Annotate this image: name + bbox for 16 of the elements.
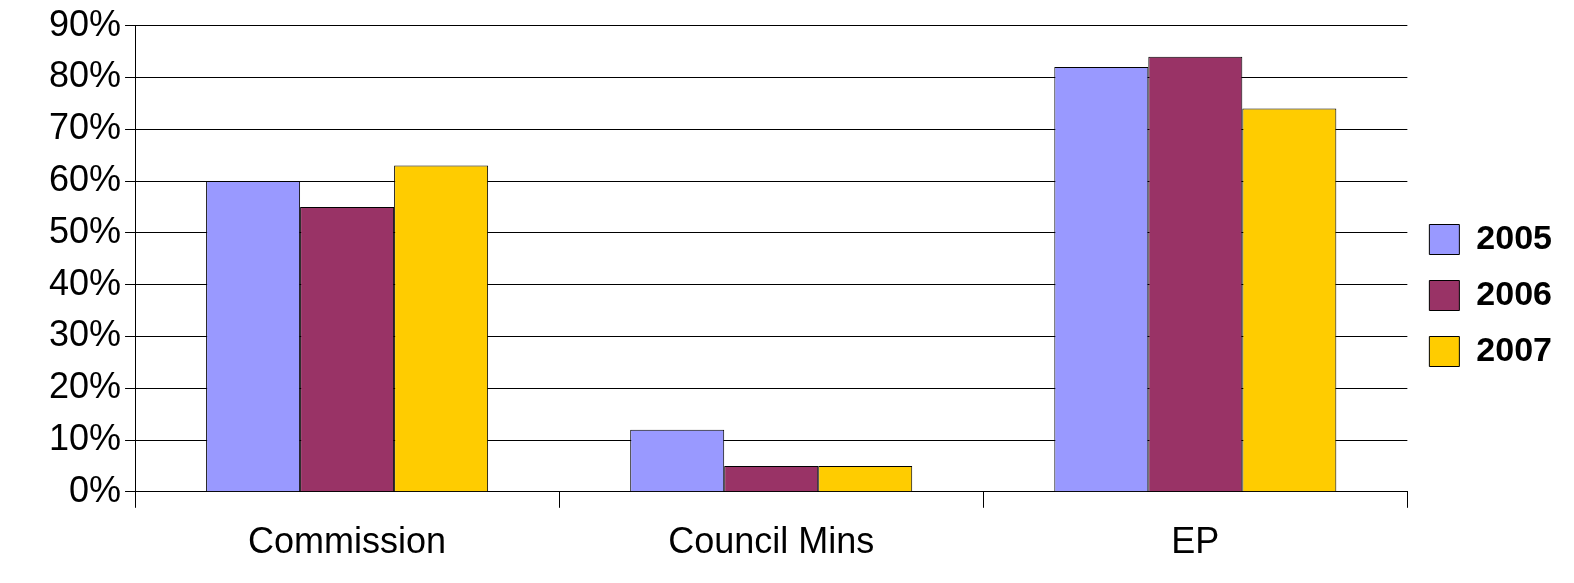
y-tick-label: 80% [48,54,122,96]
y-tick-label: 10% [48,416,122,458]
y-tick-label: 30% [48,313,122,355]
x-tick-label: Commission [248,520,447,562]
y-tick-label: 20% [48,365,122,407]
y-tick-label: 0% [69,468,122,510]
y-tick-label: 70% [48,106,122,148]
legend-label: 2007 [1476,329,1552,368]
y-tick-label: 90% [48,2,122,44]
x-tick-label: Council Mins [668,520,875,562]
y-tick-label: 60% [48,157,122,199]
y-tick-label: 40% [48,261,122,303]
legend-label: 2006 [1476,273,1552,312]
legend-label: 2005 [1476,217,1552,256]
x-tick-label: EP [1171,520,1220,562]
y-tick-label: 50% [48,209,122,251]
